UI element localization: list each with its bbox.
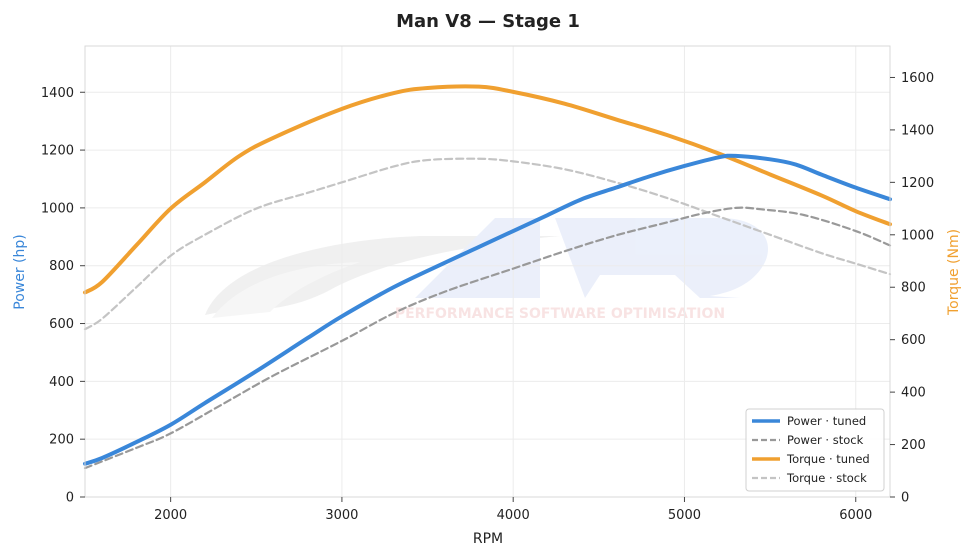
axes <box>80 45 895 502</box>
watermark-car-window <box>212 262 360 318</box>
tick-labels: 2000 3000 4000 5000 600002004006008001000120… <box>41 71 934 523</box>
series-line-torque-tuned <box>83 84 892 295</box>
legend-label-0: Power · tuned <box>787 414 866 428</box>
y-right-tick-label-6: 1200 <box>901 176 934 191</box>
legend: Power · tuned Power · stock Torque · tuned… <box>745 408 885 492</box>
y-left-tick-label-3: 600 <box>49 317 74 332</box>
y-right-tick-label-3: 600 <box>901 333 926 348</box>
legend-box <box>745 408 885 492</box>
y-right-tick-label-4: 800 <box>901 281 926 296</box>
y-axis-right-label: Torque (Nm) <box>946 229 962 316</box>
y-left-tick-label-0: 0 <box>66 491 74 506</box>
x-tick-label-2: 4000 <box>497 508 530 523</box>
series-line-power-tuned <box>83 153 892 466</box>
chart-title: Man V8 — Stage 1 <box>396 11 580 32</box>
y-axis-left-label: Power (hp) <box>12 234 28 309</box>
y-right-tick-label-5: 1000 <box>901 228 934 243</box>
y-left-tick-label-5: 1000 <box>41 201 74 216</box>
watermark-letter-a <box>415 218 540 298</box>
y-left-tick-label-4: 800 <box>49 259 74 274</box>
y-right-tick-label-8: 1600 <box>901 71 934 86</box>
x-tick-label-4: 6000 <box>839 508 872 523</box>
plot-frame <box>84 45 891 498</box>
y-left-tick-label-1: 200 <box>49 433 74 448</box>
y-left-tick-label-7: 1400 <box>41 86 74 101</box>
x-tick-label-1: 3000 <box>325 508 358 523</box>
series-line-power-stock <box>83 206 892 470</box>
y-right-tick-label-1: 200 <box>901 438 926 453</box>
y-right-tick-label-2: 400 <box>901 386 926 401</box>
watermark-text: PERFORMANCE SOFTWARE OPTIMISATION <box>395 306 725 322</box>
watermark-car-shape <box>205 236 560 315</box>
y-left-tick-label-6: 1200 <box>41 144 74 159</box>
series-layer <box>83 84 892 470</box>
x-axis-label: RPM <box>473 531 503 547</box>
legend-label-2: Torque · tuned <box>786 452 870 466</box>
y-right-tick-label-0: 0 <box>901 491 909 506</box>
y-right-tick-label-7: 1400 <box>901 123 934 138</box>
legend-label-3: Torque · stock <box>786 471 867 485</box>
x-tick-label-0: 2000 <box>154 508 187 523</box>
x-tick-label-3: 5000 <box>668 508 701 523</box>
legend-label-1: Power · stock <box>787 433 864 447</box>
series-line-torque-stock <box>83 157 892 331</box>
y-left-tick-label-2: 400 <box>49 375 74 390</box>
